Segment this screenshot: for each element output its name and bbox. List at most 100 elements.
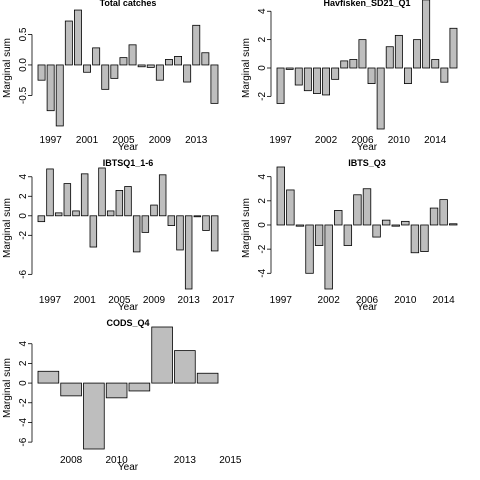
panel-1-x-tick-label: 2009 — [149, 135, 172, 146]
panel-2-y-tick-label: -2 — [257, 91, 268, 100]
panel-1-bar — [46, 64, 55, 112]
panel-3-bar — [124, 186, 132, 217]
panel-4-bar — [439, 199, 448, 226]
panel-3-bar — [46, 168, 54, 217]
panel-3-bar — [89, 215, 98, 248]
panel-5-y-tick-label: -6 — [18, 437, 29, 446]
panel-3-bar — [184, 215, 193, 290]
panel-2-bar — [440, 67, 449, 83]
panel-4-y-tick-label: 0 — [257, 222, 268, 228]
panel-5-x-tick-label: 2015 — [219, 455, 242, 466]
panel-1-bar — [155, 64, 164, 81]
panel-1-bar — [174, 56, 182, 66]
panel-1-bar — [137, 64, 146, 68]
panel-1-y-label: Marginal sum — [2, 38, 13, 98]
panel-2-x-tick-label: 2010 — [388, 135, 411, 146]
panel-3-bar — [63, 183, 72, 217]
panel-5-title: CODS_Q4 — [106, 318, 149, 328]
panel-2-x-tick-label: 1997 — [269, 135, 292, 146]
panel-2-x-tick-label: 2006 — [351, 135, 374, 146]
panel-4-bar — [391, 224, 400, 227]
panel-3-bar — [37, 215, 46, 223]
panel-5-y-tick-label: 4 — [18, 341, 29, 347]
panel-1-y-tick-label: 0.0 — [18, 58, 29, 72]
panel-3-y-tick-label: -6 — [18, 269, 29, 278]
panel-3-bar — [98, 167, 106, 217]
panel-1-bar — [37, 64, 46, 81]
panel-1-bar — [101, 64, 110, 90]
panel-4-bar — [324, 224, 333, 290]
panel-4-y-tick-label: -4 — [257, 268, 268, 277]
panel-3-title: IBTSQ1_1-6 — [103, 158, 154, 168]
panel-2-bar — [340, 60, 349, 69]
panel-5-x-tick-label: 2013 — [174, 455, 197, 466]
panel-4-bar — [410, 224, 420, 254]
panel-2-bar — [403, 67, 412, 85]
panel-5-y-tick-label: 2 — [18, 360, 29, 366]
panel-3-x-tick-label: 2005 — [108, 295, 131, 306]
panel-1-bar — [192, 24, 201, 66]
panel-4-bar — [449, 223, 458, 226]
panel-2-bar — [285, 67, 294, 70]
panel-5-y-label: Marginal sum — [2, 358, 13, 418]
panel-2-bar — [331, 67, 340, 80]
panel-5-bar — [128, 382, 151, 392]
panel-4-x-tick-label: 2006 — [356, 295, 379, 306]
panel-2-bar — [349, 59, 358, 69]
panel-4-title: IBTS_Q3 — [348, 158, 386, 168]
panel-1-bar — [201, 52, 210, 66]
panel-5-bar — [174, 350, 196, 384]
panel-3-bar — [141, 215, 150, 233]
panel-4-y-tick-label: -2 — [257, 244, 268, 253]
panel-1-bar — [74, 9, 82, 66]
panel-2-bar — [276, 67, 285, 104]
panel-5-bar — [105, 382, 128, 399]
panel-1-bar — [164, 59, 173, 66]
panel-3-bar — [80, 173, 89, 217]
panel-1-bar — [64, 20, 73, 66]
panel-4-bar — [353, 194, 362, 226]
panel-3-x-tick-label: 2017 — [212, 295, 235, 306]
panel-4-bar — [295, 224, 305, 227]
panel-1-bar — [210, 64, 219, 104]
panel-3-bar — [202, 215, 210, 231]
panel-5-bar — [151, 326, 173, 384]
panel-1-x-tick-label: 2001 — [76, 135, 99, 146]
panel-4-bar — [276, 166, 285, 226]
panel-3-x-tick-label: 1997 — [39, 295, 62, 306]
panel-4-bar — [401, 220, 410, 226]
panel-1-bar — [128, 44, 137, 66]
panel-1-x-tick-label: 2013 — [185, 135, 208, 146]
panel-4-bar — [314, 224, 324, 246]
panel-3-y-tick-label: 0 — [18, 213, 29, 219]
panel-5-x-label: Year — [118, 462, 139, 473]
panel-1-y-tick-label: 0.5 — [18, 27, 29, 41]
panel-2-bar — [394, 34, 403, 69]
panel-3-bar — [193, 215, 202, 218]
panel-3-x-tick-label: 2013 — [178, 295, 201, 306]
panel-2-y-label: Marginal sum — [241, 38, 252, 98]
panel-2-bar — [449, 27, 458, 69]
panel-2-bar — [358, 39, 367, 69]
panel-5-y-tick-label: -4 — [18, 418, 29, 427]
panel-3-bar — [115, 190, 124, 217]
panel-2-bar — [376, 67, 385, 130]
panel-2-x-tick-label: 2002 — [315, 135, 338, 146]
panel-5-y-tick-label: -2 — [18, 398, 29, 407]
panel-1-bar — [110, 64, 119, 79]
panel-2-x-tick-label: 2014 — [424, 135, 447, 146]
panel-5-bar — [37, 370, 60, 384]
panel-3-bar — [132, 215, 141, 253]
panel-5-x-tick-label: 2010 — [106, 455, 129, 466]
panel-3-bar — [106, 210, 115, 217]
panel-2-x-label: Year — [357, 142, 378, 153]
panel-1-x-tick-label: 1997 — [40, 135, 63, 146]
panel-4-x-label: Year — [357, 302, 378, 313]
panel-2-bar — [303, 67, 312, 92]
panel-2-bar — [367, 67, 376, 85]
panel-4-y-tick-label: 4 — [257, 173, 268, 179]
panel-4-bar — [305, 224, 314, 274]
panel-1-bar — [92, 47, 101, 66]
panel-1-title: Total catches — [100, 0, 157, 8]
